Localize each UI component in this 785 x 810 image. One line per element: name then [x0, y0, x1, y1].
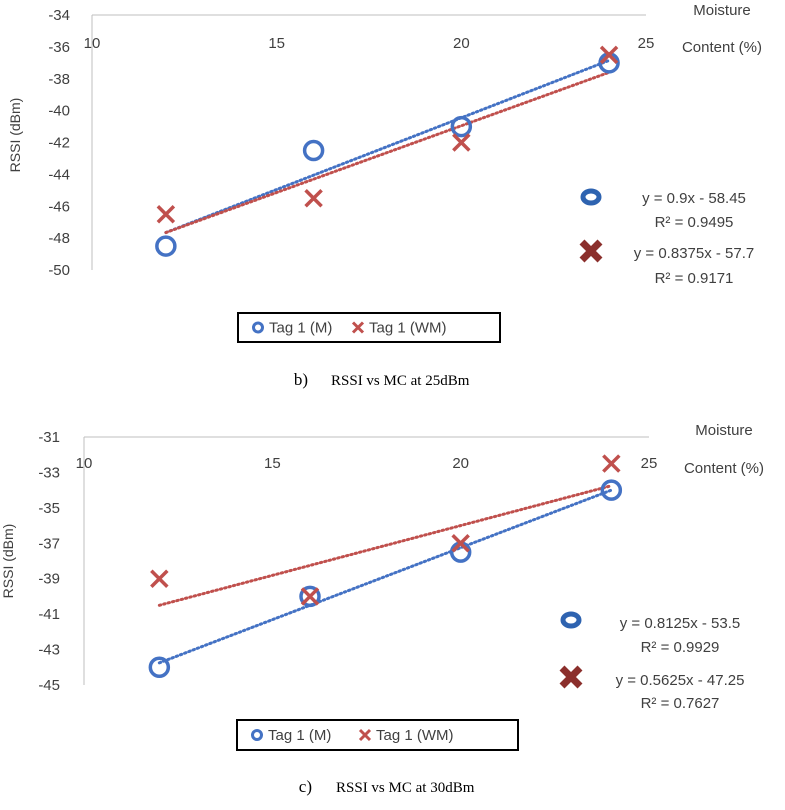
- data-point-tag1-m: [302, 139, 325, 162]
- data-point-tag1-wm: [602, 454, 621, 473]
- x-tick-label: 10: [76, 455, 93, 472]
- x-tick-label: 20: [452, 455, 469, 472]
- caption-text: RSSI vs MC at 25dBm: [331, 373, 470, 389]
- chart-panel-b: 10 15 20 25 -34 -36 -38 -40 -42 -44 -46 -48 -50 Moist…: [7, 2, 762, 389]
- trendline-equation: y = 0.9x - 58.45: [642, 190, 746, 207]
- data-point-tag1-wm: [599, 45, 619, 65]
- trendline-r-squared: R² = 0.9171: [655, 270, 734, 287]
- y-tick-label: -44: [48, 166, 70, 183]
- y-tick-label: -43: [38, 642, 60, 659]
- data-point-tag1-wm: [150, 569, 169, 588]
- x-tick-label: 10: [84, 35, 101, 52]
- equation-marker-wm-icon: [579, 239, 603, 263]
- equation-marker-m-icon: [580, 188, 602, 206]
- trendline-equation: y = 0.8375x - 57.7: [634, 245, 755, 262]
- data-point-tag1-wm: [156, 204, 176, 224]
- data-point-tag1-wm: [452, 133, 471, 152]
- trendline-tag1-m: [157, 488, 613, 665]
- data-point-tag1-m: [449, 541, 472, 563]
- trendline-tag1-wm: [157, 484, 613, 607]
- y-tick-label: -33: [38, 464, 60, 481]
- x-tick-label: 15: [264, 455, 281, 472]
- y-tick-label: -40: [48, 103, 70, 120]
- legend: Tag 1 (M) Tag 1 (WM): [236, 719, 519, 751]
- caption-letter: c): [299, 777, 312, 796]
- x-tick-label: 20: [453, 35, 470, 52]
- trendline-tag1-m: [164, 58, 611, 235]
- trendline-equation: y = 0.5625x - 47.25: [616, 672, 745, 689]
- y-tick-label: -31: [38, 429, 60, 446]
- data-point-tag1-m: [299, 585, 321, 608]
- caption-text: RSSI vs MC at 30dBm: [336, 780, 475, 796]
- data-point-tag1-wm: [304, 189, 323, 208]
- legend-entry-label: Tag 1 (M): [269, 320, 332, 337]
- legend-marker-wm-icon: [351, 321, 365, 334]
- y-tick-label: -46: [48, 198, 70, 215]
- equation-marker-wm-icon: [559, 665, 583, 689]
- trendline-equation: y = 0.8125x - 53.5: [620, 615, 741, 632]
- trendline-r-squared: R² = 0.9929: [641, 639, 720, 656]
- legend: Tag 1 (M) Tag 1 (WM): [237, 312, 501, 343]
- y-axis-title: RSSI (dBm): [7, 98, 23, 173]
- legend-entry-label: Tag 1 (WM): [376, 727, 454, 744]
- y-tick-label: -37: [38, 535, 60, 552]
- x-tick-label: 25: [641, 455, 658, 472]
- data-point-tag1-m: [450, 115, 473, 138]
- data-point-tag1-m: [155, 235, 177, 257]
- data-point-tag1-wm: [300, 587, 320, 606]
- y-tick-label: -45: [38, 677, 60, 694]
- data-point-tag1-m: [600, 479, 623, 501]
- trendline-r-squared: R² = 0.7627: [641, 695, 720, 712]
- legend-frame: [237, 312, 501, 343]
- trendline-tag1-wm: [164, 70, 611, 235]
- y-tick-label: -35: [38, 500, 60, 517]
- x-axis-title: Content (%): [684, 460, 764, 477]
- y-tick-label: -50: [48, 262, 70, 279]
- equation-marker-m-icon: [560, 611, 582, 629]
- chart-panel-c: 10 15 20 25 -31 -33 -35 -37 -39 -41 -43 -45 Moisture…: [0, 422, 764, 796]
- x-axis-title: Moisture: [695, 422, 753, 439]
- y-tick-label: -38: [48, 71, 70, 88]
- data-point-tag1-m: [148, 656, 171, 679]
- x-axis-title: Content (%): [682, 39, 762, 56]
- y-tick-label: -39: [38, 571, 60, 588]
- legend-entry-label: Tag 1 (M): [268, 727, 331, 744]
- legend-marker-m-icon: [251, 729, 263, 741]
- y-tick-label: -34: [48, 7, 70, 24]
- y-tick-label: -48: [48, 230, 70, 247]
- trendline-r-squared: R² = 0.9495: [655, 214, 734, 231]
- x-tick-label: 15: [268, 35, 285, 52]
- legend-frame: [236, 719, 519, 751]
- data-point-tag1-wm: [451, 534, 470, 553]
- y-axis-title: RSSI (dBm): [0, 524, 16, 599]
- x-axis-title: Moisture: [693, 2, 751, 19]
- legend-marker-wm-icon: [358, 728, 372, 742]
- caption-letter: b): [294, 370, 308, 389]
- legend-marker-m-icon: [252, 321, 264, 334]
- x-tick-label: 25: [638, 35, 655, 52]
- y-tick-label: -36: [48, 39, 70, 56]
- y-tick-label: -41: [38, 606, 60, 623]
- legend-entry-label: Tag 1 (WM): [369, 320, 447, 337]
- y-tick-label: -42: [48, 135, 70, 152]
